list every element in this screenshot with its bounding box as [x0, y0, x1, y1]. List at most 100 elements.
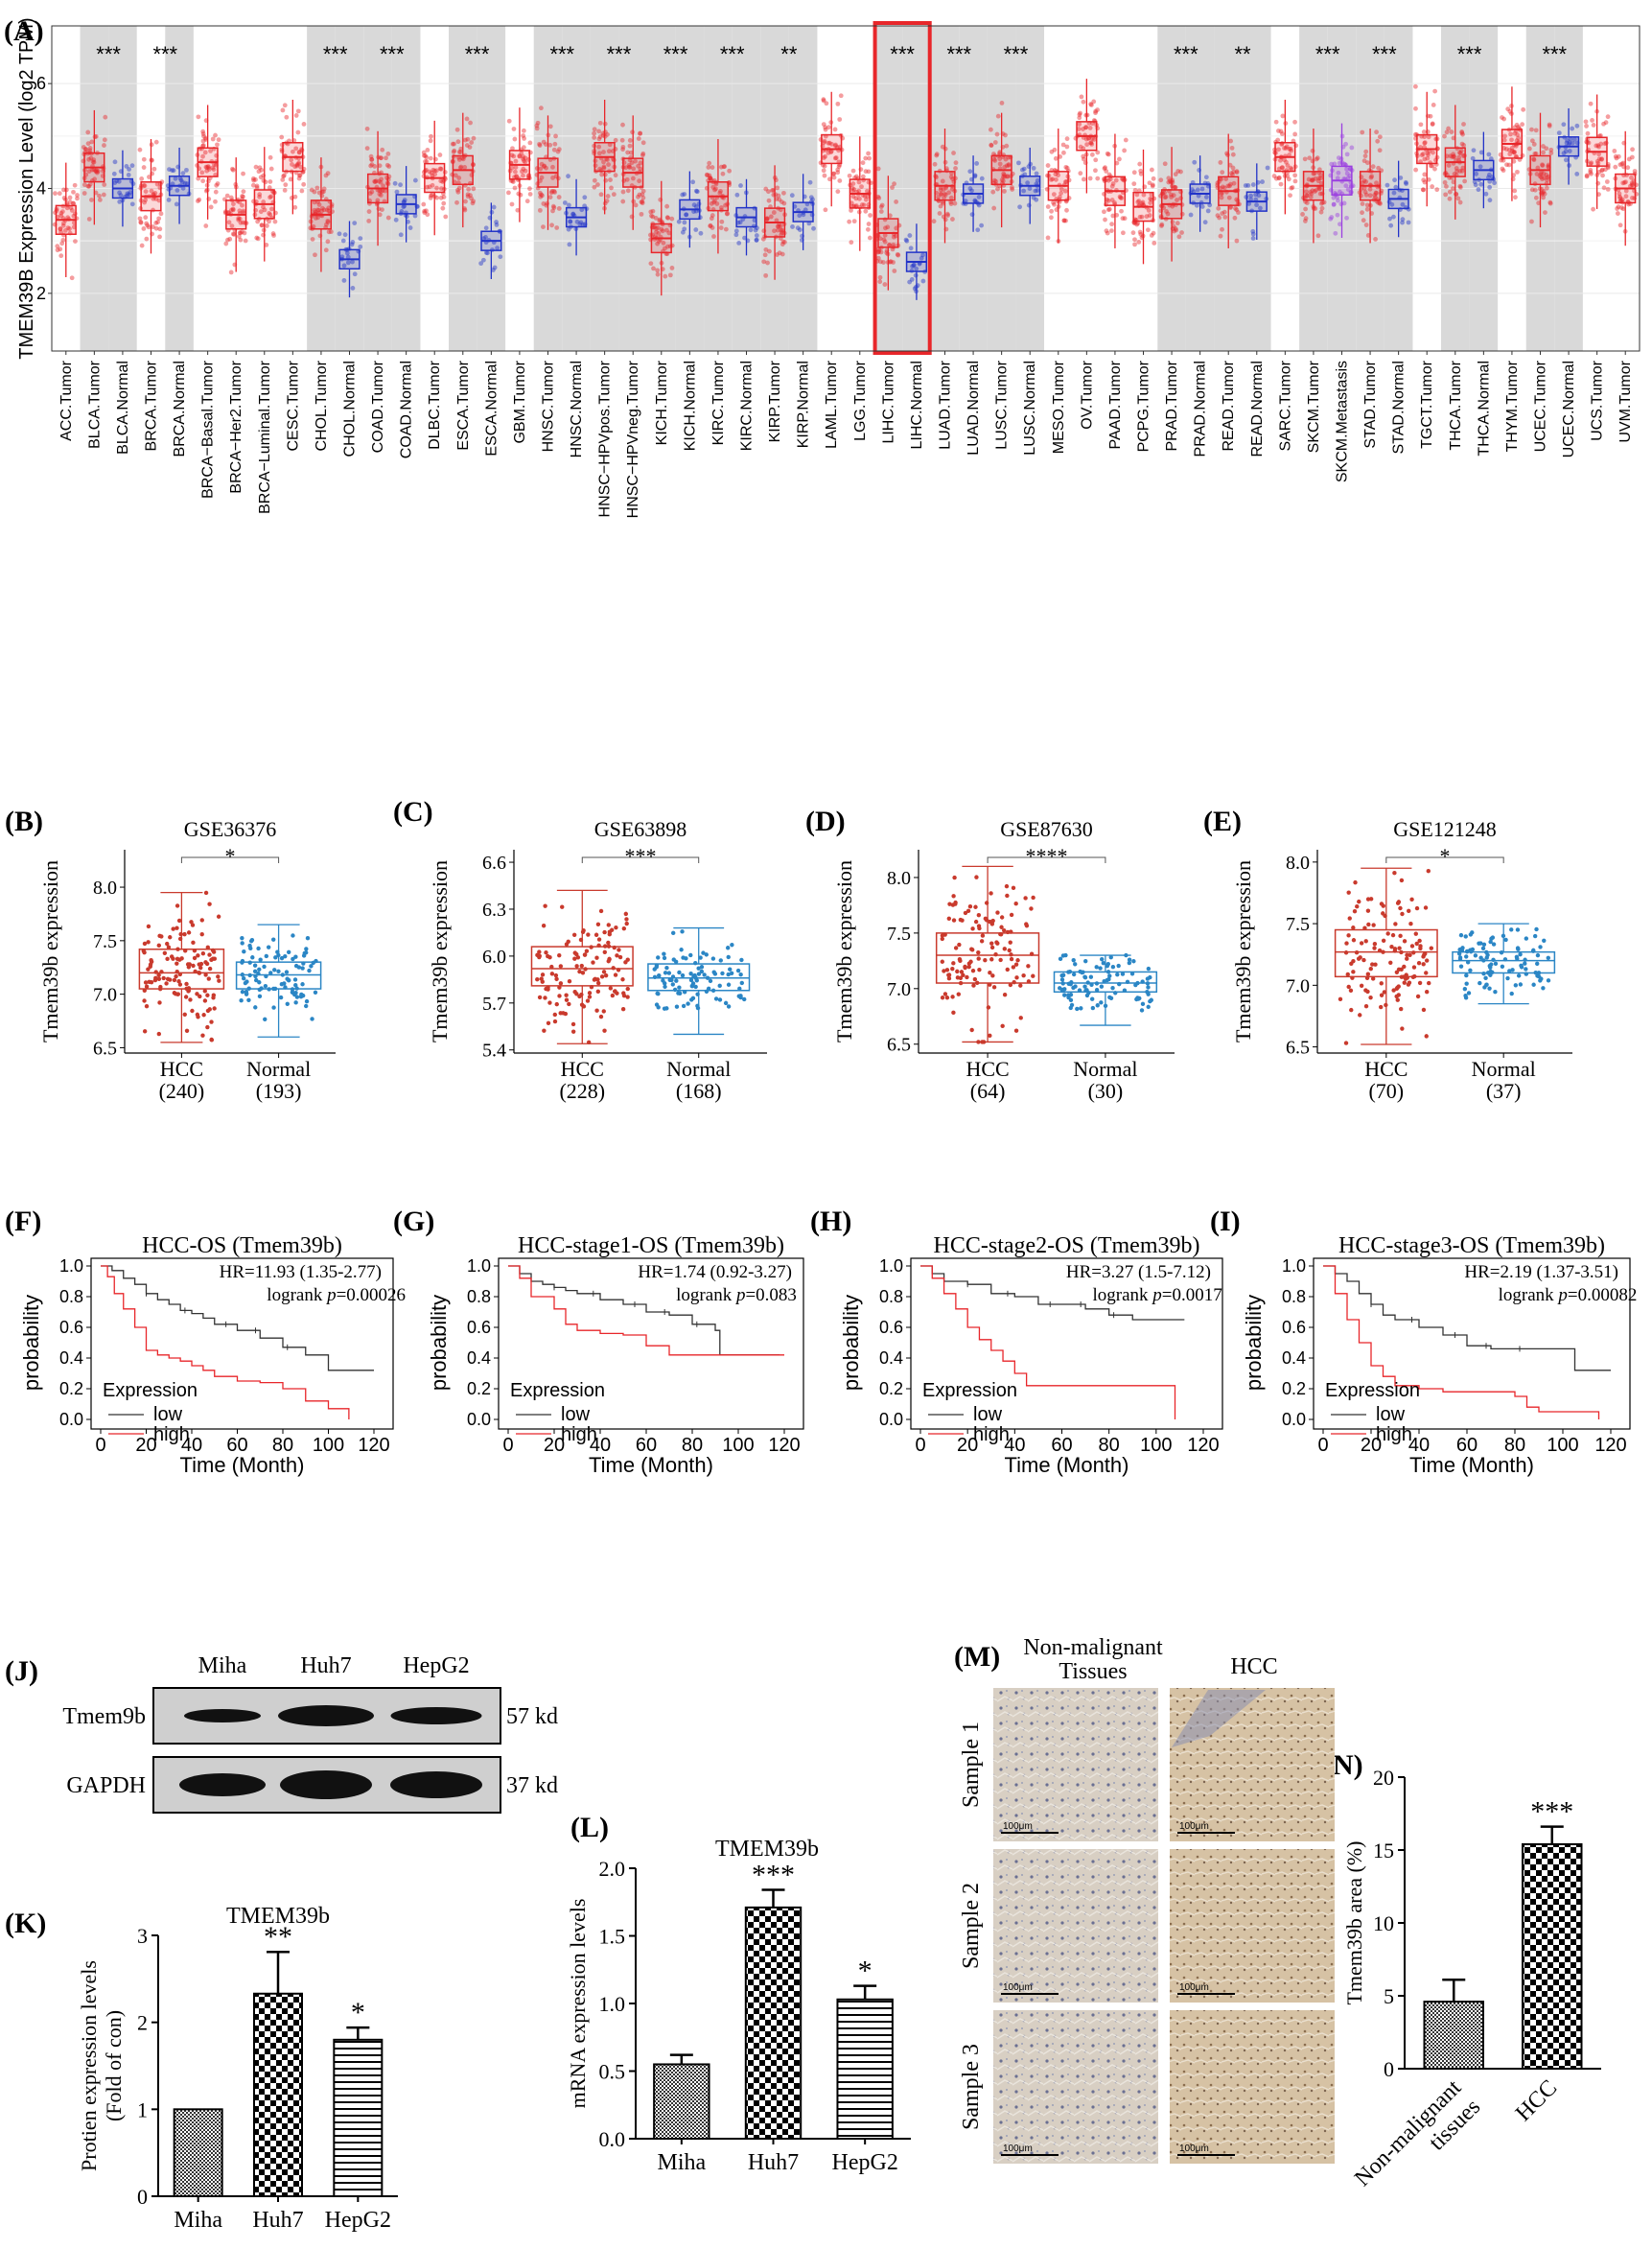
data-point	[553, 972, 559, 978]
data-point	[287, 977, 291, 983]
data-point	[83, 147, 89, 152]
data-point	[1455, 196, 1461, 201]
y-tick-label: 1.5	[599, 1925, 626, 1949]
data-point	[67, 226, 72, 231]
data-point	[1099, 984, 1105, 989]
data-point	[541, 139, 547, 145]
data-point	[1461, 122, 1466, 127]
x-tick-label-a: PRAD.Normal	[1193, 361, 1209, 457]
ihc-image-normal	[993, 1849, 1158, 2003]
data-point	[1348, 988, 1354, 993]
data-point	[293, 113, 299, 118]
data-point	[1421, 1007, 1427, 1013]
data-point	[596, 136, 602, 142]
logrank-p: p	[734, 1285, 746, 1305]
data-point	[202, 998, 208, 1003]
data-point	[951, 894, 956, 899]
data-point	[640, 200, 645, 206]
data-point	[1420, 187, 1426, 193]
data-point	[847, 219, 852, 224]
data-point	[300, 966, 305, 971]
data-point	[210, 165, 216, 171]
data-point	[664, 203, 670, 209]
data-point	[725, 211, 730, 216]
data-point	[285, 1001, 290, 1006]
data-point	[1400, 1026, 1405, 1031]
data-point	[1546, 978, 1551, 983]
data-point	[738, 183, 743, 188]
data-point	[1081, 99, 1086, 105]
x-tick-label-a: COAD.Tumor	[370, 360, 386, 453]
data-point	[1360, 129, 1365, 135]
blot-column-label: Huh7	[300, 1653, 351, 1678]
data-point	[312, 199, 317, 205]
data-point	[156, 1031, 162, 1037]
blot-band	[390, 1707, 482, 1724]
data-point	[469, 196, 474, 201]
data-point	[506, 118, 512, 124]
data-point	[1203, 175, 1209, 180]
data-point	[87, 148, 93, 153]
data-point	[1335, 198, 1340, 203]
data-point	[1458, 964, 1464, 969]
data-point	[157, 933, 162, 939]
data-point	[236, 216, 242, 221]
data-point	[1357, 899, 1361, 904]
significance-mark: ***	[1542, 42, 1567, 66]
data-point	[1328, 216, 1334, 222]
y-tick-label: 0.2	[1282, 1379, 1306, 1398]
data-point	[236, 234, 242, 239]
data-point	[1630, 147, 1635, 152]
x-tick-label-a: LUAD.Normal	[966, 361, 982, 456]
data-point	[1088, 974, 1094, 979]
data-point	[182, 1012, 187, 1018]
data-point	[1544, 185, 1549, 191]
y-tick-label: 0.4	[879, 1348, 903, 1368]
data-point	[1414, 941, 1419, 947]
data-point	[1117, 156, 1122, 162]
y-tick-label: 8.0	[887, 868, 911, 889]
data-point	[340, 238, 346, 244]
data-point	[1278, 129, 1284, 134]
data-point	[1365, 989, 1370, 995]
data-point	[1546, 955, 1550, 960]
data-point	[230, 231, 236, 237]
data-point	[1503, 937, 1508, 943]
data-point	[141, 165, 147, 170]
data-point	[151, 224, 155, 229]
data-point	[116, 178, 122, 184]
data-point	[366, 209, 372, 214]
data-point	[326, 208, 332, 214]
data-point	[368, 153, 374, 159]
data-point	[429, 170, 434, 176]
panel-label-j: (J)	[5, 1655, 38, 1687]
data-point	[69, 275, 75, 281]
x-tick-label-a: UVM.Tumor	[1617, 360, 1634, 442]
data-point	[1501, 168, 1506, 174]
data-point	[62, 228, 68, 233]
data-point	[1615, 206, 1620, 211]
data-point	[763, 186, 769, 192]
y-tick-label: 8.0	[1286, 853, 1310, 874]
data-point	[71, 200, 76, 206]
data-point	[124, 163, 129, 169]
data-point	[539, 976, 544, 981]
data-point	[230, 207, 236, 213]
data-point	[931, 219, 937, 224]
data-point	[822, 163, 827, 169]
data-point	[775, 185, 780, 191]
data-point	[765, 260, 770, 266]
scale-bar-label: 100μm	[1003, 2144, 1033, 2154]
data-point	[149, 957, 153, 963]
data-point	[137, 147, 143, 152]
data-point	[1356, 956, 1361, 961]
data-point	[268, 194, 274, 199]
data-point	[831, 171, 837, 176]
data-point	[630, 129, 635, 135]
data-point	[460, 156, 466, 162]
data-point	[203, 223, 209, 228]
data-point	[509, 201, 515, 207]
x-tick-label-a: THYM.Tumor	[1504, 360, 1521, 452]
data-point	[596, 937, 602, 942]
data-point	[1605, 114, 1611, 120]
